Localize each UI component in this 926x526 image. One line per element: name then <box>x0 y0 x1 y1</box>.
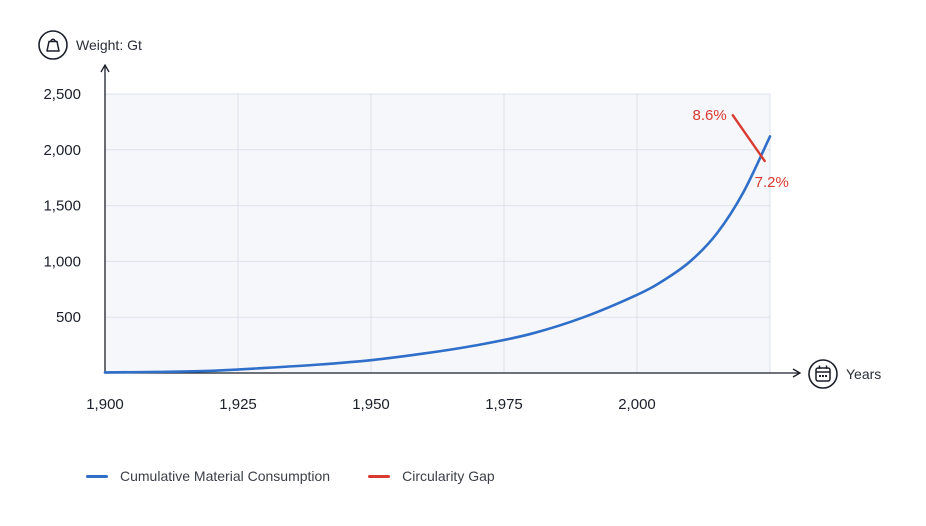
annotation-label: 8.6% <box>693 107 727 124</box>
y-axis-arrow <box>100 63 110 73</box>
axes <box>100 63 802 378</box>
y-tick-label: 1,500 <box>43 198 81 215</box>
plot-background <box>105 94 770 373</box>
legend-swatch-consumption <box>86 474 108 478</box>
annotation-label: 7.2% <box>755 174 789 191</box>
legend-item-circularity-gap: Circularity Gap <box>368 468 495 484</box>
y-tick-label: 2,000 <box>43 142 81 159</box>
x-tick-label: 1,900 <box>86 396 124 413</box>
x-tick-label: 1,975 <box>485 396 523 413</box>
x-tick-label: 1,925 <box>219 396 257 413</box>
legend-label-circularity-gap: Circularity Gap <box>402 468 495 484</box>
series-line-circularity-gap <box>731 114 766 163</box>
series-lines <box>103 114 772 374</box>
annotations: 8.6% 7.2% <box>693 107 789 191</box>
y-tick-labels: 500 1,000 1,500 2,000 2,500 <box>43 86 81 326</box>
x-tick-label: 1,950 <box>352 396 390 413</box>
x-tick-labels: 1,900 1,925 1,950 1,975 2,000 <box>86 396 656 413</box>
weight-icon <box>38 30 68 60</box>
y-axis-title: Weight: Gt <box>76 37 142 53</box>
legend-swatch-circularity-gap <box>368 474 391 478</box>
grid-lines <box>105 93 771 373</box>
calendar-icon <box>808 359 838 389</box>
x-tick-label: 2,000 <box>618 396 656 413</box>
legend: Cumulative Material Consumption Circular… <box>86 468 495 484</box>
y-tick-label: 500 <box>56 309 81 326</box>
x-axis-title: Years <box>846 366 881 382</box>
series-line-consumption <box>103 135 772 374</box>
legend-label-consumption: Cumulative Material Consumption <box>120 468 331 484</box>
y-tick-label: 2,500 <box>43 86 81 103</box>
x-axis-arrow <box>792 368 802 378</box>
y-tick-label: 1,000 <box>43 253 81 270</box>
legend-item-consumption: Cumulative Material Consumption <box>86 468 330 484</box>
